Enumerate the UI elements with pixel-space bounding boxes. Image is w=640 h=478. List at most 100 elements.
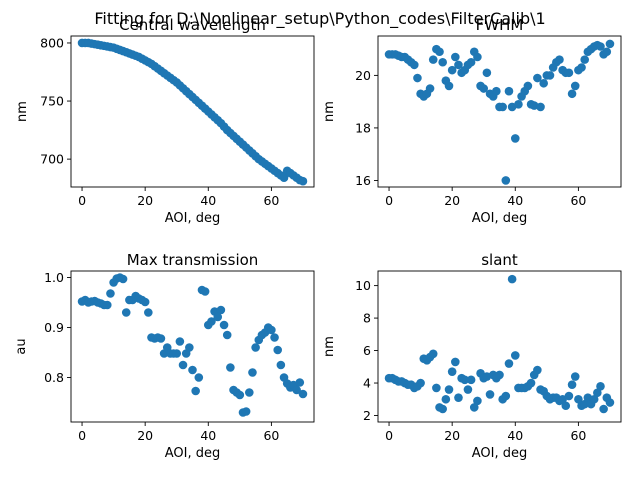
x-tick-label: 20 — [444, 428, 460, 443]
data-point — [447, 367, 457, 376]
axes-frame — [377, 270, 622, 423]
y-tick-label: 1.0 — [44, 270, 64, 285]
data-point — [425, 84, 435, 93]
data-point — [279, 173, 289, 183]
panel-2: 0 20 40 60 16 18 20 FWHM AOI, deg nm — [322, 16, 622, 226]
axes-frame — [70, 35, 315, 188]
data-point — [292, 385, 301, 395]
data-point — [273, 345, 283, 355]
y-tick-label: 2 — [363, 408, 371, 423]
data-point — [580, 55, 590, 64]
data-point — [564, 68, 574, 78]
data-point — [545, 71, 555, 80]
data-point — [416, 378, 425, 388]
data-point — [469, 403, 479, 412]
data-point — [501, 391, 511, 401]
data-point — [507, 274, 517, 284]
data-point — [454, 60, 463, 70]
data-point — [102, 300, 112, 310]
y-tick-label: 6 — [363, 343, 371, 358]
axes-frame — [70, 270, 315, 423]
x-tick-label: 60 — [263, 193, 279, 208]
y-axis-label: nm — [322, 101, 337, 122]
x-axis-label: AOI, deg — [472, 211, 528, 226]
x-tick-label: 60 — [570, 428, 586, 443]
data-point — [533, 365, 542, 375]
data-point — [178, 360, 188, 370]
y-tick-label: 4 — [363, 376, 371, 391]
y-tick-label: 800 — [40, 35, 64, 50]
data-point — [447, 65, 457, 75]
data-point — [172, 349, 182, 358]
data-point — [482, 68, 492, 78]
data-point — [473, 52, 482, 62]
panel-3: 0 20 40 60 0.8 0.9 1.0 Max transmission AOI, deg… — [14, 251, 315, 461]
y-tick-label: 18 — [355, 120, 371, 135]
data-point — [451, 357, 460, 367]
axes-frame — [377, 35, 622, 188]
data-point — [479, 84, 489, 93]
x-axis-label: AOI, deg — [165, 211, 221, 226]
data-point — [574, 394, 583, 404]
data-point — [498, 102, 507, 112]
data-points — [384, 39, 615, 185]
data-point — [510, 351, 520, 360]
data-point — [567, 380, 577, 389]
data-point — [558, 394, 567, 404]
data-point — [441, 394, 451, 404]
x-tick-label: 40 — [507, 193, 523, 208]
data-point — [451, 52, 460, 62]
panel-title: FWHM — [476, 16, 524, 34]
data-point — [577, 63, 586, 72]
data-point — [188, 365, 197, 375]
data-point — [523, 81, 533, 91]
data-point — [466, 57, 476, 67]
x-tick-label: 60 — [263, 428, 279, 443]
panel-title: slant — [481, 251, 518, 269]
data-point — [226, 363, 235, 372]
data-point — [175, 337, 185, 346]
data-point — [438, 404, 447, 414]
data-point — [200, 287, 210, 296]
data-point — [536, 102, 545, 112]
data-point — [251, 343, 260, 352]
data-point — [118, 274, 128, 284]
data-point — [121, 308, 131, 317]
data-point — [460, 375, 470, 385]
data-point — [555, 55, 564, 64]
data-points — [384, 274, 615, 414]
data-point — [435, 47, 444, 57]
data-point — [454, 393, 463, 402]
y-tick-label: 700 — [40, 152, 64, 167]
data-point — [514, 99, 523, 109]
panel-title: Central wavelength — [119, 16, 266, 34]
x-tick-label: 40 — [200, 193, 216, 208]
data-point — [140, 297, 150, 307]
data-point — [267, 325, 276, 335]
data-point — [495, 370, 504, 380]
y-tick-label: 16 — [355, 173, 371, 188]
data-point — [602, 47, 612, 57]
x-tick-label: 20 — [444, 193, 460, 208]
panel-title: Max transmission — [127, 251, 259, 269]
y-axis-label: au — [14, 338, 29, 354]
x-tick-label: 60 — [570, 193, 586, 208]
data-point — [295, 378, 305, 387]
data-point — [492, 86, 501, 96]
data-point — [589, 394, 599, 404]
y-tick-label: 10 — [355, 278, 371, 293]
data-point — [298, 389, 308, 399]
data-point — [567, 89, 577, 99]
x-tick-label: 20 — [137, 193, 153, 208]
x-tick-label: 40 — [200, 428, 216, 443]
data-point — [593, 388, 602, 398]
y-tick-label: 0.9 — [44, 320, 64, 335]
data-point — [570, 372, 580, 381]
data-point — [156, 334, 166, 343]
data-point — [248, 368, 257, 377]
figure-suptitle: Fitting for D:\Nonlinear_setup\Python_co… — [94, 9, 545, 29]
data-point — [526, 378, 536, 388]
data-point — [473, 396, 482, 406]
data-point — [444, 81, 454, 91]
